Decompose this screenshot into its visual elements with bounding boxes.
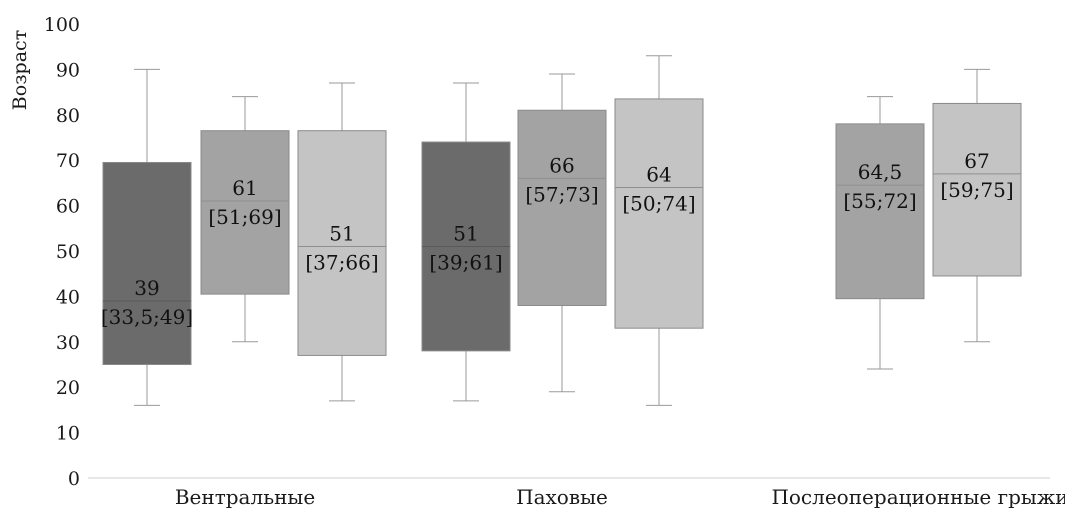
median-value-label: 64 bbox=[646, 162, 671, 186]
box-group bbox=[421, 82, 511, 402]
y-tick-label: 10 bbox=[56, 423, 80, 445]
box-group bbox=[102, 68, 192, 406]
x-category-label: Послеоперационные грыжи bbox=[771, 485, 1065, 509]
y-tick-label: 60 bbox=[56, 196, 80, 218]
labels: 39 [33,5;49] 61 [51;69] 51 [37;66] 51 [39;61] 66… bbox=[101, 149, 1014, 329]
box-group bbox=[297, 82, 387, 402]
box-iqr bbox=[297, 130, 387, 356]
y-tick-label: 40 bbox=[56, 286, 80, 308]
x-category-label: Паховые bbox=[516, 485, 608, 509]
y-axis-title: Возраст bbox=[9, 30, 31, 110]
iqr-range-label: [55;72] bbox=[843, 189, 916, 213]
y-tick-label: 20 bbox=[56, 377, 80, 399]
median-value-label: 61 bbox=[232, 176, 257, 200]
iqr-range-label: [59;75] bbox=[940, 178, 1013, 202]
box-iqr bbox=[200, 130, 290, 295]
iqr-range-label: [51;69] bbox=[208, 205, 281, 229]
median-value-label: 66 bbox=[549, 153, 574, 177]
iqr-range-label: [37;66] bbox=[305, 250, 378, 274]
box-iqr bbox=[102, 161, 192, 365]
box-iqr bbox=[614, 98, 704, 329]
axes: 0 10 20 30 40 50 60 70 80 90 100 Возраст Вентральные… bbox=[9, 14, 1065, 509]
box-iqr bbox=[517, 109, 607, 306]
x-category-label: Вентральные bbox=[175, 485, 315, 509]
y-tick-label: 90 bbox=[56, 59, 80, 81]
median-value-label: 67 bbox=[964, 149, 989, 173]
iqr-range-label: [33,5;49] bbox=[101, 305, 193, 329]
iqr-range-label: [50;74] bbox=[622, 191, 695, 215]
y-tick-label: 50 bbox=[56, 241, 80, 263]
box-iqr bbox=[932, 102, 1022, 277]
box-group bbox=[835, 96, 925, 370]
y-tick-label: 30 bbox=[56, 332, 80, 354]
iqr-range-label: [39;61] bbox=[429, 250, 502, 274]
box-iqr bbox=[835, 123, 925, 300]
y-tick-label: 0 bbox=[68, 468, 80, 490]
y-tick-label: 80 bbox=[56, 105, 80, 127]
median-value-label: 51 bbox=[329, 221, 354, 245]
y-tick-label: 100 bbox=[44, 14, 80, 36]
median-value-label: 64,5 bbox=[858, 160, 903, 184]
y-tick-label: 70 bbox=[56, 150, 80, 172]
box-group bbox=[200, 96, 290, 343]
box-group bbox=[517, 73, 607, 393]
median-value-label: 39 bbox=[134, 276, 159, 300]
box-group bbox=[614, 55, 704, 406]
iqr-range-label: [57;73] bbox=[525, 182, 598, 206]
boxes bbox=[102, 55, 1022, 406]
box-group bbox=[932, 68, 1022, 343]
median-value-label: 51 bbox=[453, 221, 478, 245]
